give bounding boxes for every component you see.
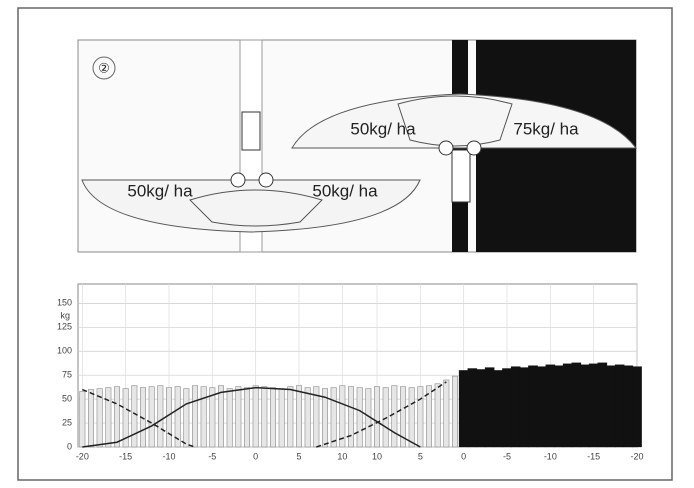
x-tick-label: 5 xyxy=(296,451,301,461)
diagram: ② 50kg/ ha 50kg/ ha 50kg/ ha 75kg/ ha xyxy=(78,40,636,252)
rate-label: 50kg/ ha xyxy=(350,119,416,138)
bar xyxy=(288,387,293,447)
bar xyxy=(452,376,457,447)
bar xyxy=(296,386,301,447)
rate-label: 50kg/ ha xyxy=(127,181,193,200)
bar xyxy=(554,366,563,447)
bar xyxy=(502,368,511,447)
bar xyxy=(476,369,485,447)
y-tick-label: 150 xyxy=(57,298,72,308)
x-tick-label: -15 xyxy=(587,451,600,461)
x-tick-label: 5 xyxy=(418,451,423,461)
bar xyxy=(279,389,284,447)
x-tick-label: 10 xyxy=(372,451,382,461)
spreader-disc xyxy=(231,173,245,187)
x-tick-label: -5 xyxy=(208,451,216,461)
y-tick-label: 25 xyxy=(62,417,72,427)
x-tick-label: -20 xyxy=(76,451,89,461)
bar xyxy=(201,387,206,447)
bar xyxy=(166,388,171,447)
bar xyxy=(218,386,223,447)
bar xyxy=(598,363,607,447)
bar xyxy=(270,388,275,447)
bar xyxy=(546,365,555,447)
marker: ② xyxy=(98,60,110,75)
bar xyxy=(511,367,520,447)
x-tick-label: -15 xyxy=(119,451,132,461)
bar xyxy=(459,370,468,447)
y-tick-label: 125 xyxy=(57,322,72,332)
bar xyxy=(624,366,633,447)
rate-label: 50kg/ ha xyxy=(312,181,378,200)
bar xyxy=(253,386,258,447)
bar xyxy=(435,384,440,447)
rate-label: 75kg/ ha xyxy=(513,119,579,138)
bar xyxy=(114,387,119,447)
bar xyxy=(106,388,111,447)
bar xyxy=(528,366,537,447)
bar xyxy=(227,389,232,447)
bar xyxy=(88,390,93,447)
spreader-disc xyxy=(259,173,273,187)
bar xyxy=(158,386,163,447)
bar xyxy=(589,364,598,447)
bar xyxy=(348,387,353,447)
y-axis-label: kg xyxy=(60,310,70,320)
bar xyxy=(444,380,449,447)
bar xyxy=(468,368,477,447)
bar xyxy=(392,386,397,447)
bar xyxy=(305,388,310,447)
bar xyxy=(132,386,137,447)
bar xyxy=(184,389,189,447)
x-tick-label: -20 xyxy=(630,451,643,461)
page: ② 50kg/ ha 50kg/ ha 50kg/ ha 75kg/ ha kg… xyxy=(0,0,694,488)
bar xyxy=(357,388,362,447)
x-tick-label: -5 xyxy=(503,451,511,461)
tractor xyxy=(242,112,260,150)
spreader-disc xyxy=(467,141,481,155)
bar xyxy=(192,386,197,447)
bar xyxy=(149,387,154,447)
x-tick-label: -10 xyxy=(544,451,557,461)
x-tick-label: 10 xyxy=(337,451,347,461)
bar xyxy=(236,387,241,447)
bar xyxy=(537,367,546,447)
bar xyxy=(485,368,494,447)
bar xyxy=(606,366,615,447)
spreader-disc xyxy=(439,141,453,155)
bar xyxy=(615,365,624,447)
bar xyxy=(80,391,85,447)
x-tick-label: 0 xyxy=(253,451,258,461)
bar xyxy=(262,387,267,447)
y-tick-label: 75 xyxy=(62,370,72,380)
bar xyxy=(331,388,336,447)
y-tick-label: 0 xyxy=(67,441,72,451)
bar xyxy=(563,364,572,447)
bar xyxy=(374,387,379,447)
bar xyxy=(244,388,249,447)
x-tick-label: 0 xyxy=(461,451,466,461)
x-tick-label: -10 xyxy=(162,451,175,461)
bar xyxy=(572,363,581,447)
bar xyxy=(418,387,423,447)
bar xyxy=(580,365,589,447)
bar xyxy=(383,388,388,447)
bar xyxy=(632,367,641,447)
bar xyxy=(494,370,503,447)
bar xyxy=(520,368,529,447)
bar xyxy=(409,388,414,447)
tractor xyxy=(452,150,470,202)
y-tick-label: 100 xyxy=(57,346,72,356)
y-tick-label: 50 xyxy=(62,393,72,403)
